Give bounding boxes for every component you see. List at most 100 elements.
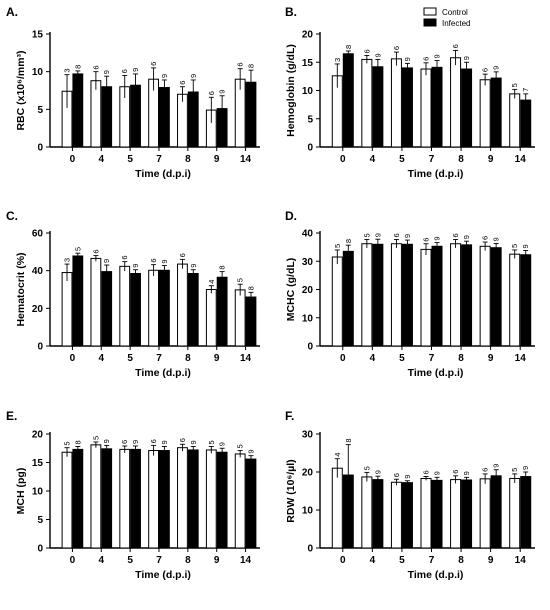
bar-control	[361, 243, 373, 347]
x-tick-label: 0	[70, 154, 76, 165]
sample-size-label: 9	[492, 66, 501, 70]
x-tick-label: 7	[429, 555, 435, 566]
sample-size-label: 6	[392, 46, 401, 50]
x-tick-label: 14	[240, 555, 252, 566]
y-tick-label: 0	[307, 544, 313, 555]
y-tick-label: 20	[302, 468, 314, 479]
bar-infected	[431, 245, 443, 347]
sample-size-label: 9	[373, 53, 382, 57]
y-tick-label: 20	[32, 304, 44, 315]
y-tick-label: 0	[37, 143, 43, 154]
bar-infected	[216, 276, 228, 347]
y-tick-label: 20	[302, 30, 314, 41]
x-tick-label: 8	[458, 154, 464, 165]
bar-infected	[245, 458, 257, 549]
sample-size-label: 9	[160, 259, 169, 263]
y-axis-title: Hemoglobin (g/dL)	[285, 44, 297, 137]
bar-infected	[490, 475, 502, 549]
y-tick-label: 30	[302, 430, 314, 441]
bar-control	[509, 253, 521, 347]
y-tick-label: 40	[32, 266, 44, 277]
sample-size-label: 5	[236, 444, 245, 448]
sample-size-label: 8	[344, 438, 353, 442]
legend-label-control: Control	[442, 8, 468, 17]
bar-infected	[490, 77, 502, 148]
bar-infected	[72, 73, 84, 148]
bar-infected	[130, 448, 141, 549]
sample-size-label: 6	[178, 438, 187, 442]
bar-infected	[520, 254, 532, 347]
sample-size-label: 3	[333, 58, 342, 62]
bar-control	[234, 453, 246, 549]
bar-infected	[520, 99, 532, 148]
sample-size-label: 9	[102, 70, 111, 74]
bar-control	[331, 467, 343, 549]
sample-size-label: 9	[462, 56, 471, 60]
bar-infected	[372, 66, 384, 148]
bar-infected	[461, 479, 473, 549]
bar-control	[205, 449, 217, 549]
x-tick-label: 0	[340, 555, 346, 566]
y-tick-label: 15	[32, 30, 44, 41]
x-tick-label: 8	[185, 555, 191, 566]
sample-size-label: 6	[236, 62, 245, 66]
bar-infected	[461, 244, 473, 347]
y-axis-title: RBC (x10⁶/mm³)	[15, 50, 27, 130]
bar-control	[148, 450, 159, 549]
bar-control	[90, 257, 102, 347]
sample-size-label: 8	[246, 64, 255, 68]
sample-size-label: 6	[120, 69, 129, 73]
bar-control	[119, 265, 131, 347]
bar-infected	[245, 296, 257, 347]
x-tick-label: 9	[214, 555, 220, 566]
y-tick-label: 10	[32, 487, 44, 498]
bar-control	[90, 444, 102, 549]
y-tick-label: 10	[32, 67, 44, 78]
y-tick-label: 20	[302, 285, 314, 296]
sample-size-label: 8	[246, 286, 255, 290]
y-axis-title: Hematocrit (%)	[15, 252, 27, 326]
sample-size-label: 5	[362, 466, 371, 470]
bar-control	[479, 245, 491, 347]
sample-size-label: 9	[433, 54, 442, 58]
bar-infected	[72, 255, 84, 347]
sample-size-label: 8	[73, 65, 82, 69]
sample-size-label: 9	[218, 442, 227, 446]
x-tick-label: 4	[99, 353, 105, 364]
sample-size-label: 8	[344, 239, 353, 243]
sample-size-label: 9	[246, 449, 255, 453]
bar-control	[509, 93, 521, 148]
x-tick-label: 14	[240, 154, 252, 165]
sample-size-label: 5	[510, 468, 519, 472]
bar-infected	[159, 450, 170, 549]
sample-size-label: 6	[207, 91, 216, 95]
bar-infected	[401, 67, 413, 148]
bar-infected	[431, 479, 443, 549]
bar-infected	[216, 451, 228, 549]
x-tick-label: 14	[515, 154, 527, 165]
x-tick-label: 5	[127, 154, 133, 165]
sample-size-label: 6	[451, 44, 460, 48]
bar-infected	[101, 448, 113, 549]
sample-size-label: 9	[160, 74, 169, 78]
x-tick-label: 7	[429, 353, 435, 364]
sample-size-label: 6	[481, 68, 490, 72]
sample-size-label: 9	[160, 440, 169, 444]
bar-control	[61, 272, 73, 347]
x-tick-label: 5	[399, 555, 405, 566]
bar-control	[479, 79, 491, 148]
x-tick-label: 0	[340, 353, 346, 364]
panel-label: F.	[285, 409, 294, 423]
sample-size-label: 5	[207, 440, 216, 444]
x-tick-label: 14	[515, 353, 527, 364]
x-tick-label: 0	[70, 555, 76, 566]
bar-infected	[520, 476, 532, 549]
bar-control	[390, 58, 402, 148]
bar-infected	[130, 272, 141, 347]
sample-size-label: 9	[521, 466, 530, 470]
sample-size-label: 6	[481, 236, 490, 240]
x-tick-label: 8	[458, 353, 464, 364]
x-tick-label: 7	[156, 154, 162, 165]
x-tick-label: 8	[185, 353, 191, 364]
